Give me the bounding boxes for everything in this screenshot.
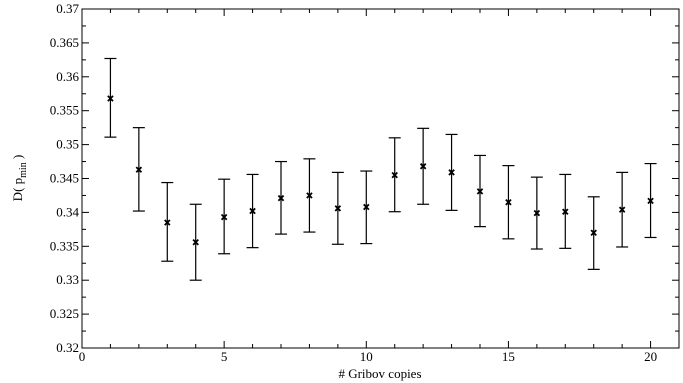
x-marker-stroke-b [505, 198, 512, 206]
x-marker-stroke-b [277, 194, 285, 202]
data-point [246, 173, 259, 249]
data-point [360, 170, 373, 245]
x-marker-stroke-b [334, 205, 342, 212]
y-tick-label: 0.32 [56, 340, 79, 355]
x-marker-stroke-b [363, 203, 370, 211]
data-point [388, 137, 401, 213]
data-point [445, 133, 458, 211]
x-axis-label: # Gribov copies [338, 366, 421, 381]
x-marker-stroke-b [135, 166, 143, 173]
y-tick-label: 0.335 [50, 238, 79, 253]
x-tick-label: 0 [79, 349, 86, 364]
data-point [559, 173, 572, 249]
y-tick-label: 0.355 [50, 103, 79, 118]
x-marker-stroke-b [618, 206, 626, 213]
x-axis-ticks: 0 5 10 15 20 [79, 9, 680, 364]
x-marker-stroke-b [107, 95, 114, 102]
x-marker-stroke-b [419, 163, 427, 170]
x-tick-label: 5 [221, 349, 228, 364]
data-point [417, 127, 430, 205]
x-marker-stroke-b [391, 171, 398, 179]
data-point [616, 171, 629, 248]
y-axis-label-subscript: min [18, 162, 29, 178]
y-tick-label: 0.325 [50, 306, 79, 321]
data-point [331, 171, 344, 245]
data-point [104, 57, 117, 138]
x-marker-stroke-b [249, 207, 256, 215]
data-point [303, 158, 316, 233]
y-axis-label-end: ) [10, 155, 25, 163]
y-tick-label: 0.34 [56, 204, 79, 219]
x-marker-stroke-b [562, 208, 569, 215]
data-point [218, 178, 231, 255]
x-marker-stroke-b [448, 169, 455, 176]
x-marker-stroke-b [220, 213, 228, 221]
y-tick-label: 0.35 [56, 137, 79, 152]
y-tick-label: 0.345 [50, 171, 79, 186]
data-point [502, 165, 515, 240]
data-point [275, 160, 287, 235]
data-point [474, 154, 486, 228]
data-series [104, 57, 657, 281]
y-tick-label: 0.33 [56, 272, 79, 287]
x-marker-stroke-b [533, 209, 541, 217]
x-tick-label: 20 [644, 349, 657, 364]
x-marker-stroke-b [306, 192, 313, 199]
y-axis-ticks: 0.32 0.325 0.33 0.335 0.34 0.345 0.35 0.355 0.36… [50, 1, 679, 355]
x-marker-stroke-b [192, 238, 199, 246]
y-axis-label: D( pmin ) [10, 155, 29, 202]
y-tick-label: 0.365 [50, 35, 79, 50]
plot-frame [81, 8, 680, 349]
x-marker-stroke-b [647, 197, 654, 205]
y-axis-label-main: D( p [10, 178, 25, 201]
data-point [161, 181, 174, 262]
plot-area-border [81, 8, 680, 349]
x-marker-stroke-b [476, 188, 484, 195]
data-point [530, 176, 543, 250]
data-point [587, 196, 600, 270]
y-tick-label: 0.37 [56, 1, 79, 16]
data-point [644, 162, 657, 239]
y-tick-label: 0.36 [56, 69, 79, 84]
x-marker-stroke-b [590, 229, 597, 236]
data-point [132, 127, 145, 212]
x-marker-stroke-b [164, 219, 171, 226]
x-tick-label: 10 [360, 349, 373, 364]
x-tick-label: 15 [502, 349, 515, 364]
data-point [189, 203, 202, 281]
